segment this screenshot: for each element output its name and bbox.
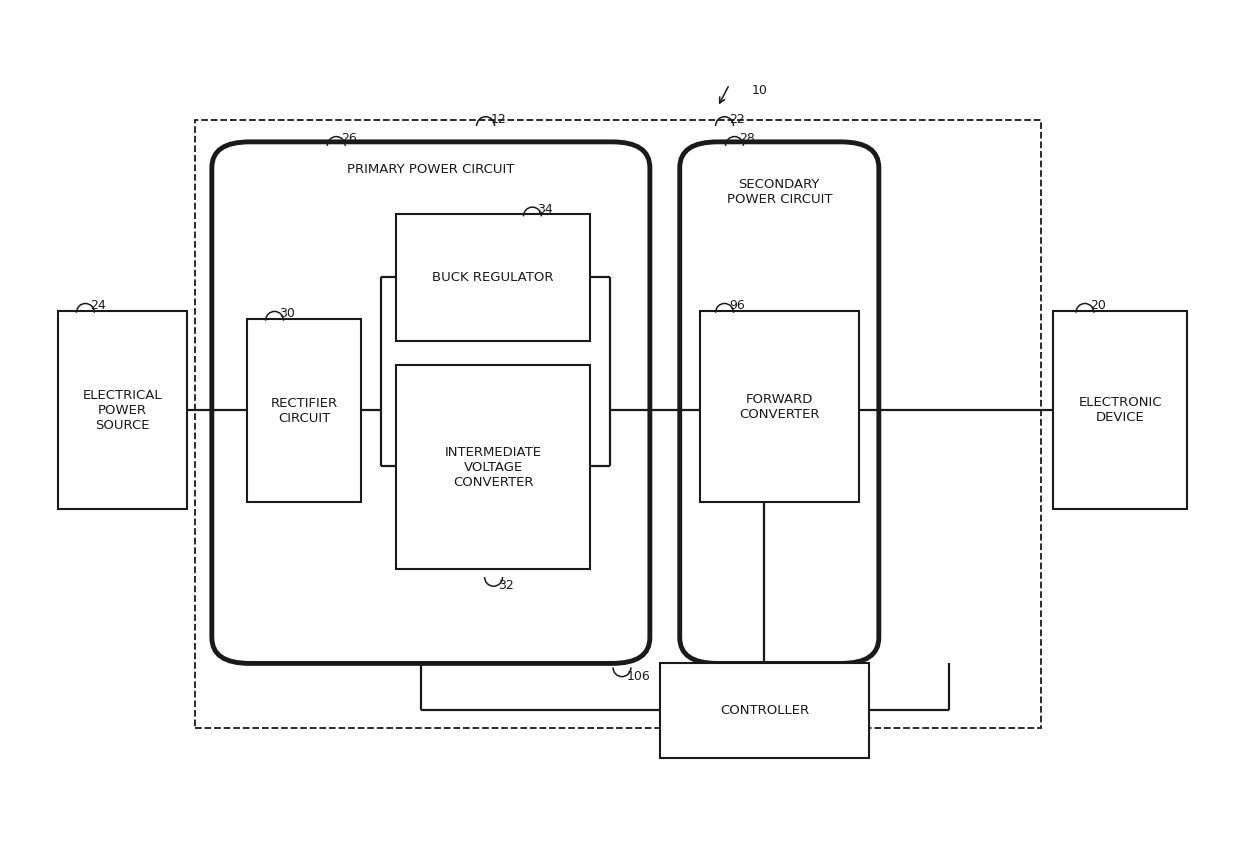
FancyBboxPatch shape — [680, 142, 879, 663]
Text: INTERMEDIATE
VOLTAGE
CONVERTER: INTERMEDIATE VOLTAGE CONVERTER — [445, 446, 542, 489]
Bar — [396, 365, 590, 569]
Text: 30: 30 — [279, 307, 295, 321]
Text: 34: 34 — [537, 203, 553, 216]
Text: 96: 96 — [729, 299, 745, 312]
Text: CONTROLLER: CONTROLLER — [719, 704, 808, 717]
Text: 20: 20 — [1090, 299, 1106, 312]
Bar — [660, 663, 869, 758]
Text: ELECTRONIC
DEVICE: ELECTRONIC DEVICE — [1079, 396, 1162, 424]
Text: 28: 28 — [739, 132, 755, 146]
Text: 22: 22 — [729, 113, 745, 125]
Text: FORWARD
CONVERTER: FORWARD CONVERTER — [739, 393, 820, 420]
Text: 106: 106 — [627, 670, 651, 683]
Bar — [396, 214, 590, 341]
Text: 26: 26 — [341, 132, 357, 146]
Bar — [57, 310, 187, 509]
FancyBboxPatch shape — [212, 142, 650, 663]
Text: 12: 12 — [491, 113, 506, 125]
Text: RECTIFIER
CIRCUIT: RECTIFIER CIRCUIT — [270, 397, 337, 425]
Bar — [247, 319, 361, 503]
Text: BUCK REGULATOR: BUCK REGULATOR — [433, 271, 554, 284]
Text: 10: 10 — [751, 84, 768, 96]
Text: SECONDARY
POWER CIRCUIT: SECONDARY POWER CIRCUIT — [727, 178, 832, 206]
Bar — [195, 120, 1042, 728]
Text: 24: 24 — [91, 299, 107, 312]
Text: ELECTRICAL
POWER
SOURCE: ELECTRICAL POWER SOURCE — [82, 388, 162, 431]
Bar — [699, 310, 859, 503]
Text: 32: 32 — [498, 580, 515, 592]
Bar — [1053, 310, 1188, 509]
Text: PRIMARY POWER CIRCUIT: PRIMARY POWER CIRCUIT — [347, 163, 515, 176]
